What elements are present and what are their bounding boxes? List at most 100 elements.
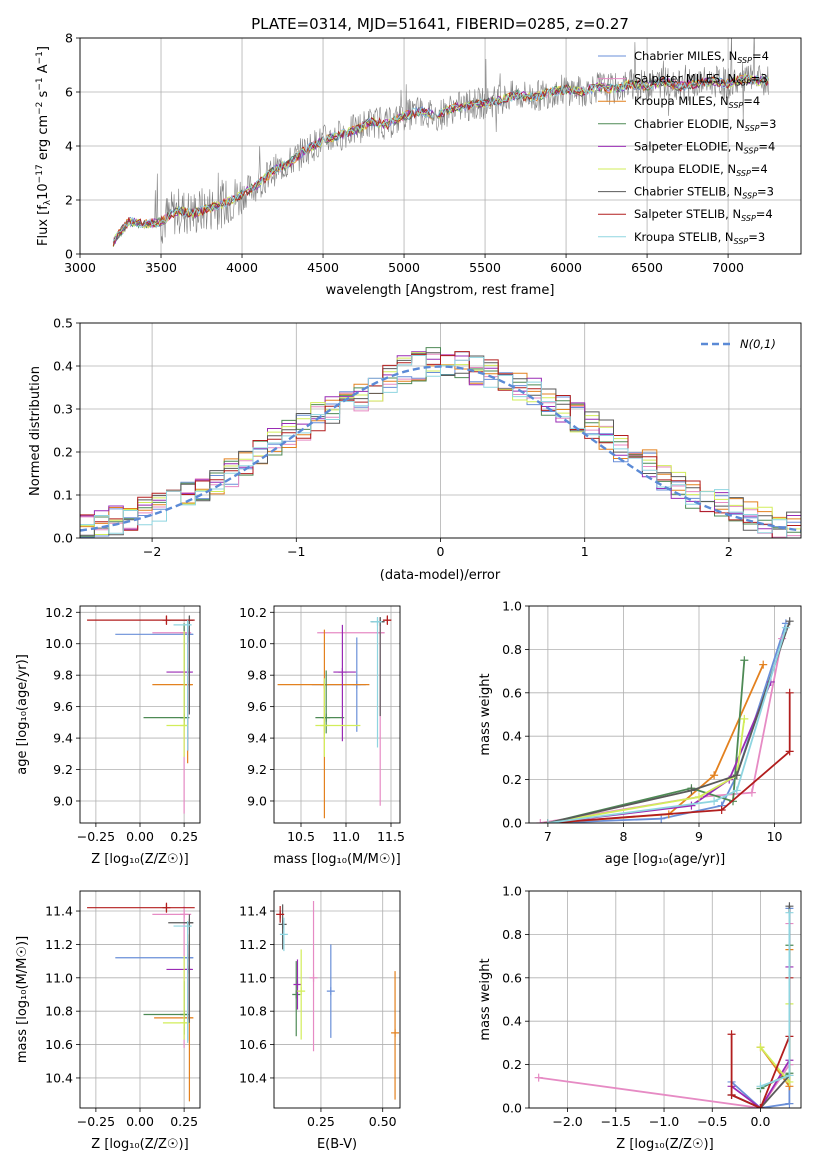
massweight-marker: [727, 1090, 736, 1099]
x-tick-label: 2: [725, 544, 733, 559]
massweight-marker: [785, 1071, 794, 1080]
p-mwAge-ylabel: mass weight: [478, 673, 493, 755]
massweight-line: [547, 620, 791, 823]
y-tick-label: 9.8: [247, 668, 267, 683]
massweight-marker: [740, 656, 749, 665]
x-tick-label: 0.0: [751, 1114, 771, 1129]
x-tick-label: 1: [581, 544, 589, 559]
massweight-marker: [534, 1073, 543, 1082]
y-tick-label: 11.2: [239, 937, 267, 952]
y-tick-label: 10.2: [45, 605, 73, 620]
p-mZ-area: [87, 902, 195, 1102]
x-tick-label: −0.25: [77, 829, 115, 844]
massweight-vs-age-panel: 7 8 9 10 0.0 0.2 0.4 0.6 0.8 1.0 age [log₁₀(age/yr…: [478, 599, 802, 867]
massweight-marker: [732, 771, 741, 780]
gaussian-legend-label: N(0,1): [740, 337, 776, 351]
spectrum-legend: Chabrier MILES, NSSP=4 Salpeter MILES, NS…: [598, 49, 776, 246]
massweight-marker: [710, 797, 719, 806]
y-tick-label: 11.4: [239, 904, 267, 919]
point-marker: [309, 973, 318, 982]
x-tick-label: 0.25: [307, 1114, 335, 1129]
spectrum-plot-area: [112, 38, 769, 247]
p-mwZ-ylabel: mass weight: [478, 958, 493, 1040]
y-tick-label: 0.2: [502, 772, 522, 787]
y-tick-label: 11.4: [45, 904, 73, 919]
x-tick-label: 6500: [631, 260, 663, 275]
x-tick-label: 6000: [550, 260, 582, 275]
p-ageZ-ylabel: age [log₁₀(age/yr)]: [15, 654, 30, 775]
legend-entry: Kroupa ELODIE, NSSP=4: [634, 162, 768, 178]
y-tick-label: 11.0: [45, 970, 73, 985]
massweight-marker: [756, 1082, 765, 1091]
legend-entry: Kroupa MILES, NSSP=4: [634, 94, 760, 110]
y-tick-label: 0.0: [502, 816, 522, 831]
x-tick-label: 4000: [226, 260, 258, 275]
x-tick-label: 0.25: [170, 829, 198, 844]
legend-entry: Salpeter STELIB, NSSP=4: [634, 207, 773, 223]
p-ageM-area: [277, 615, 392, 819]
x-tick-label: 0: [437, 544, 445, 559]
point-marker: [293, 980, 302, 989]
p-ageM-xlabel: mass [log₁₀(M/M☉)]: [273, 852, 400, 867]
x-tick-label: 11.0: [332, 829, 360, 844]
y-tick-label: 0.1: [53, 488, 73, 503]
massweight-marker: [717, 805, 726, 814]
age-vs-metallicity-panel: −0.25 0.00 0.25 9.0 9.2 9.4 9.6 9.8 10.0 10.2 Z [l…: [15, 605, 201, 867]
y-tick-label: 9.4: [53, 731, 73, 746]
y-tick-label: 10.2: [239, 605, 267, 620]
massweight-marker: [781, 623, 790, 632]
point-marker: [322, 713, 331, 722]
massweight-marker: [710, 771, 719, 780]
point-marker: [180, 910, 189, 919]
y-tick-label: 0.3: [53, 402, 73, 417]
residual-xlabel: (data-model)/error: [380, 568, 501, 583]
massweight-marker: [759, 660, 768, 669]
point-marker: [373, 617, 382, 626]
x-tick-label: −0.5: [697, 1114, 727, 1129]
massweight-marker: [536, 819, 545, 823]
y-tick-label: 10.4: [45, 1070, 73, 1085]
y-tick-label: 0.4: [502, 1014, 522, 1029]
massweight-marker: [687, 786, 696, 795]
p-ageZ-xlabel: Z [log₁₀(Z/Z☉)]: [91, 852, 188, 867]
massweight-marker: [657, 814, 666, 823]
y-tick-label: 10.0: [45, 636, 73, 651]
point-marker: [279, 930, 288, 939]
massweight-marker: [687, 801, 696, 810]
point-marker: [183, 620, 192, 629]
massweight-line: [760, 912, 791, 1088]
massweight-marker: [756, 1104, 765, 1108]
y-tick-label: 9.4: [247, 731, 267, 746]
age-vs-mass-panel: 10.5 11.0 11.5 9.0 9.2 9.4 9.6 9.8 10.0 10.2 mass …: [239, 605, 405, 867]
y-tick-label: 2: [65, 193, 73, 208]
y-tick-label: 0.8: [502, 927, 522, 942]
p-mEBV-area: [276, 901, 400, 1100]
y-tick-label: 0.8: [502, 642, 522, 657]
massweight-marker: [543, 819, 552, 823]
mass-vs-metallicity-panel: −0.25 0.00 0.25 10.4 10.6 10.8 11.0 11.2 11.4 Z […: [15, 890, 201, 1152]
point-marker: [183, 922, 192, 931]
p-mEBV-xlabel: E(B-V): [317, 1137, 357, 1152]
massweight-marker: [756, 1043, 765, 1052]
point-marker: [326, 987, 335, 996]
p-mwZ-area: [534, 902, 794, 1108]
massweight-line: [547, 627, 787, 823]
point-marker: [297, 987, 306, 996]
y-tick-label: 0.6: [502, 970, 522, 985]
p-mZ-xlabel: Z [log₁₀(Z/Z☉)]: [91, 1137, 188, 1152]
legend-entry: Salpeter MILES, NSSP=3: [634, 72, 768, 88]
x-tick-label: 11.5: [377, 829, 405, 844]
massweight-line: [547, 718, 746, 823]
legend-entry: Kroupa STELIB, NSSP=3: [634, 230, 765, 246]
spectrum-xlabel: wavelength [Angstrom, rest frame]: [326, 283, 555, 298]
y-tick-label: 0.6: [502, 685, 522, 700]
x-tick-label: 0.25: [170, 1114, 198, 1129]
y-tick-label: 0.0: [53, 531, 73, 546]
massweight-marker: [785, 688, 794, 697]
y-tick-label: 4: [65, 139, 73, 154]
point-marker: [292, 990, 301, 999]
p-mZ-ylabel: mass [log₁₀(M/M☉)]: [15, 936, 30, 1063]
legend-entry: Salpeter ELODIE, NSSP=4: [634, 139, 775, 155]
axes-frame: [79, 37, 802, 255]
